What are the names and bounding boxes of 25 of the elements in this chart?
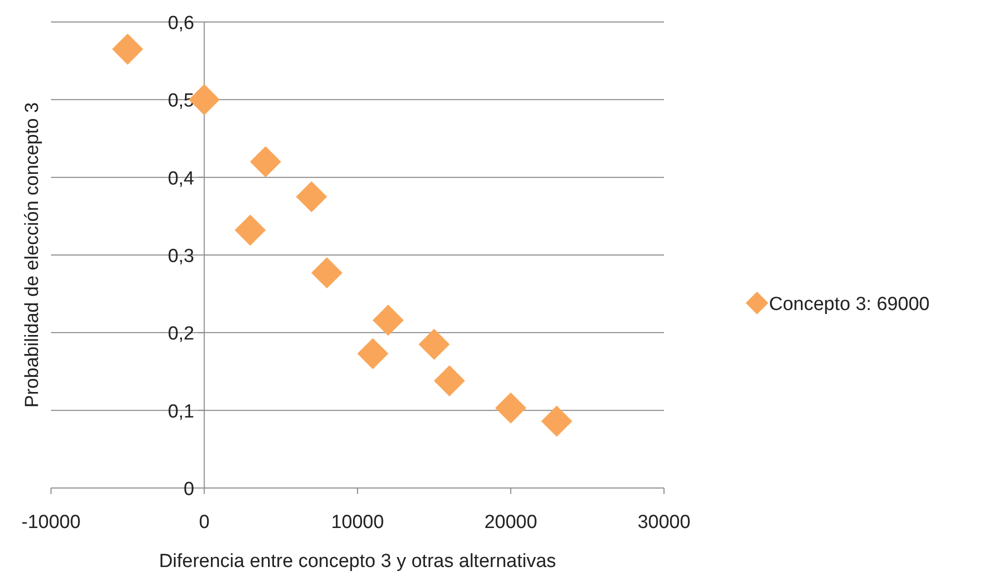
x-axis-title: Diferencia entre concepto 3 y otras alternativas — [158, 551, 556, 572]
y-tick-label: 0,2 — [168, 324, 194, 345]
point — [372, 304, 404, 336]
x-tick-label: 10000 — [331, 512, 384, 533]
y-tick-label: 0,3 — [168, 246, 194, 267]
point — [234, 214, 266, 246]
point — [418, 328, 450, 360]
x-tick-label: -10000 — [21, 512, 81, 533]
y-tick-label: 0,6 — [168, 13, 194, 34]
point — [250, 146, 282, 178]
point — [541, 406, 572, 437]
point — [296, 181, 328, 212]
point — [357, 338, 388, 370]
y-tick-label: 0 — [184, 479, 194, 500]
point — [311, 257, 342, 288]
point — [495, 392, 526, 424]
y-tick-label: 0,1 — [168, 401, 194, 422]
x-tick-label: 30000 — [638, 512, 690, 533]
legend-label: Concepto 3: 69000 — [769, 294, 930, 315]
x-tick-label: 20000 — [484, 512, 538, 533]
x-tick-label: 0 — [198, 512, 210, 533]
y-axis-title: Probabilidad de elección concepto 3 — [22, 102, 43, 408]
point — [434, 365, 466, 396]
point — [112, 34, 144, 65]
y-tick-label: 0,4 — [168, 168, 195, 190]
